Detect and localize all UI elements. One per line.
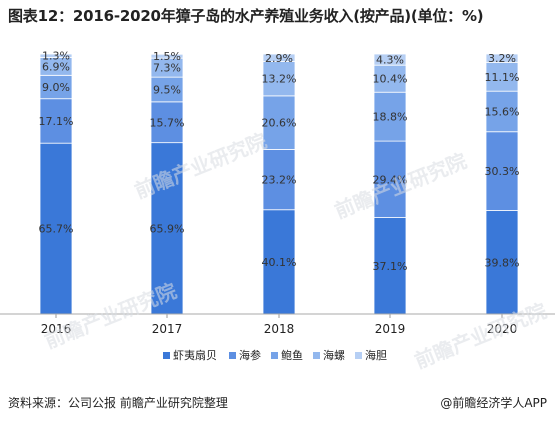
bar-segment <box>485 53 519 63</box>
data-label: 15.6% <box>485 105 520 118</box>
data-label: 15.7% <box>150 116 185 129</box>
data-label: 6.9% <box>42 60 70 73</box>
legend-label: 海胆 <box>365 348 387 362</box>
bar-segment <box>39 142 73 315</box>
legend-label: 虾夷扇贝 <box>173 348 217 362</box>
legend-label: 鲍鱼 <box>281 348 303 362</box>
data-label: 3.2% <box>488 52 516 65</box>
legend-label: 海参 <box>239 348 261 362</box>
data-label: 65.7% <box>39 223 74 236</box>
data-label: 39.8% <box>485 256 520 269</box>
credit-note: @前瞻经济学人APP <box>440 396 547 410</box>
data-label: 20.6% <box>262 117 297 130</box>
legend-label: 海螺 <box>323 348 345 362</box>
legend-swatch <box>271 352 278 359</box>
data-label: 23.2% <box>262 174 297 187</box>
data-label: 9.5% <box>153 83 181 96</box>
legend-swatch <box>163 352 170 359</box>
x-tick-label: 2020 <box>487 322 518 336</box>
legend-swatch <box>229 352 236 359</box>
data-label: 29.4% <box>373 173 408 186</box>
bar-segment <box>150 101 184 144</box>
bar-segment <box>150 76 184 103</box>
data-label: 1.5% <box>153 50 181 63</box>
data-label: 1.3% <box>42 50 70 63</box>
bar-segment <box>150 142 184 315</box>
legend-swatch <box>355 352 362 359</box>
data-label: 40.1% <box>262 256 297 269</box>
bar-segment <box>485 210 519 315</box>
bar-segment <box>150 53 184 59</box>
data-label: 4.3% <box>376 54 404 67</box>
bar-segment <box>262 209 296 315</box>
bar-segment <box>262 95 296 150</box>
data-label: 37.1% <box>373 260 408 273</box>
data-label: 13.2% <box>262 73 297 86</box>
bar-segment <box>373 64 407 93</box>
data-label: 17.1% <box>39 115 74 128</box>
bar-segment <box>373 140 407 218</box>
bar-segment <box>262 61 296 97</box>
data-label: 18.8% <box>373 111 408 124</box>
data-label: 9.0% <box>42 81 70 94</box>
data-label: 11.1% <box>485 71 520 84</box>
bar-segment <box>262 149 296 211</box>
bar-segment <box>485 131 519 211</box>
bar-segment <box>373 91 407 142</box>
x-tick-label: 2016 <box>41 322 72 336</box>
source-note: 资料来源：公司公报 前瞻产业研究院整理 <box>8 396 228 410</box>
x-tick-label: 2017 <box>152 322 183 336</box>
bar-segment <box>39 98 73 144</box>
bar-segment <box>485 61 519 92</box>
chart-title: 图表12：2016-2020年獐子岛的水产养殖业务收入(按产品)(单位：%) <box>8 7 484 25</box>
data-label: 7.3% <box>153 62 181 75</box>
data-label: 2.9% <box>265 52 293 65</box>
bar-segment <box>39 53 73 58</box>
data-label: 65.9% <box>150 222 185 235</box>
legend-swatch <box>313 352 320 359</box>
bar-segment <box>262 53 296 62</box>
x-tick-label: 2018 <box>264 322 295 336</box>
data-label: 10.4% <box>373 73 408 86</box>
data-label: 30.3% <box>485 165 520 178</box>
x-tick-label: 2019 <box>375 322 406 336</box>
bar-segment <box>373 53 407 66</box>
bar-segment <box>485 90 519 133</box>
